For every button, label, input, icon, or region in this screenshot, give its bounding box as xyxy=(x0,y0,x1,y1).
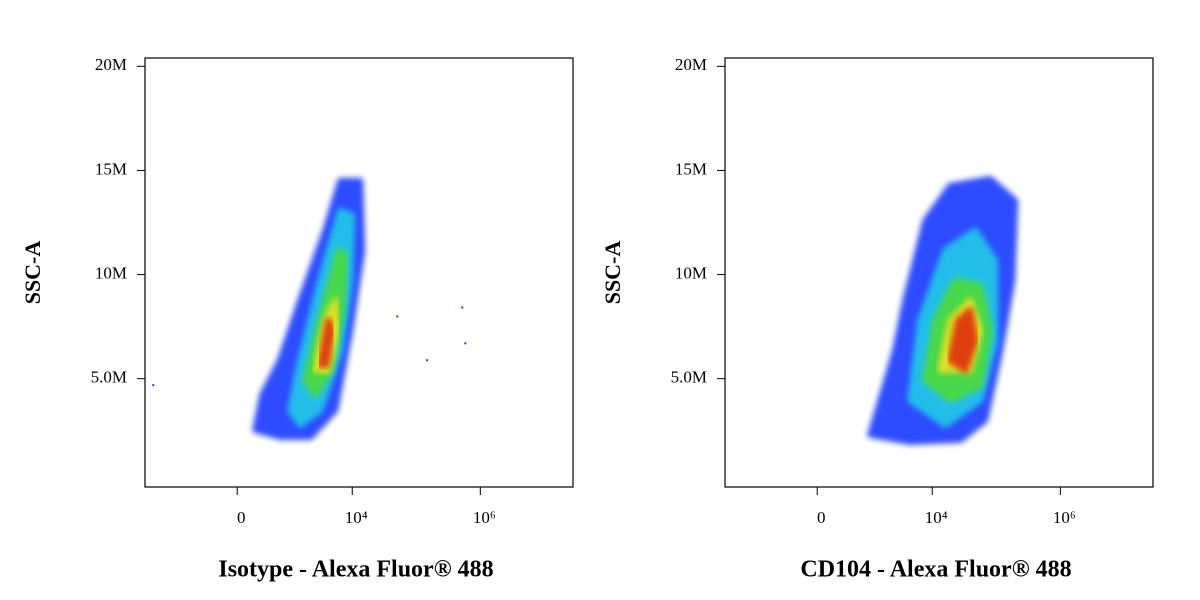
plot-frame xyxy=(144,57,574,488)
point xyxy=(396,315,399,318)
x-tick-label: 10⁴ xyxy=(925,508,948,527)
point xyxy=(464,342,467,345)
y-tick-label: 10M xyxy=(95,263,127,282)
x-tick-label: 0 xyxy=(817,508,826,527)
x-tick-label: 10⁶ xyxy=(1053,508,1076,527)
y-tick-label: 5.0M xyxy=(91,368,127,387)
point xyxy=(152,384,155,387)
y-tick-label: 20M xyxy=(95,55,127,74)
plot-area xyxy=(152,177,467,441)
x-axis-label: CD104 - Alexa Fluor® 488 xyxy=(800,557,1071,583)
density-level xyxy=(947,307,979,374)
x-tick-label: 10⁶ xyxy=(473,508,496,527)
point xyxy=(426,359,429,362)
plot-frame xyxy=(724,57,1154,488)
y-tick-label: 10M xyxy=(675,263,707,282)
x-tick-label: 0 xyxy=(237,508,246,527)
point xyxy=(461,306,464,309)
density-level xyxy=(317,317,336,369)
plot-area xyxy=(867,175,1019,446)
y-tick-label: 5.0M xyxy=(671,368,707,387)
x-axis-label: Isotype - Alexa Fluor® 488 xyxy=(218,557,493,583)
y-axis-label: SSC-A xyxy=(600,241,625,305)
y-tick-label: 15M xyxy=(95,159,127,178)
x-tick-label: 10⁴ xyxy=(345,508,368,527)
y-axis-label: SSC-A xyxy=(20,241,45,305)
y-tick-label: 15M xyxy=(675,159,707,178)
y-tick-label: 20M xyxy=(675,55,707,74)
